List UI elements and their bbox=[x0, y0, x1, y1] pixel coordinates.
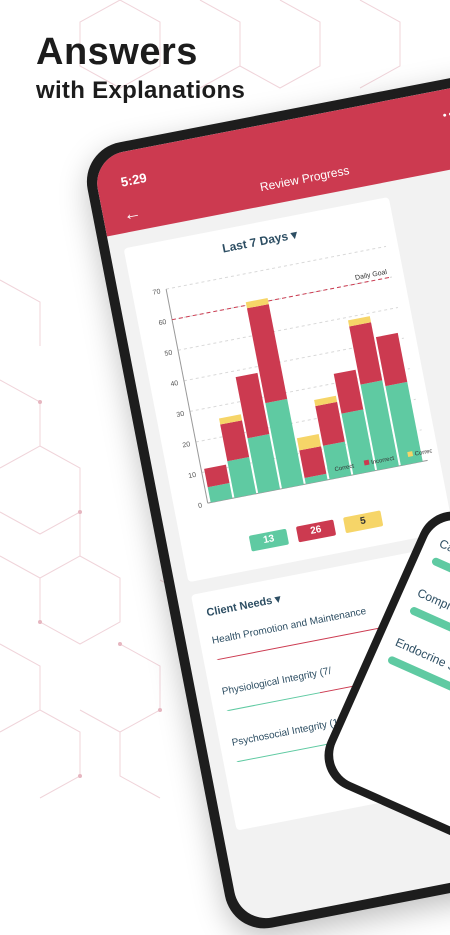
bar-segment bbox=[296, 433, 322, 451]
y-tick-label: 20 bbox=[182, 441, 191, 449]
legend-swatch bbox=[407, 451, 414, 458]
correct-ma-count: 5 bbox=[342, 510, 384, 534]
bar-segment bbox=[247, 434, 281, 494]
bar-correct bbox=[225, 692, 322, 712]
y-tick-label: 30 bbox=[176, 411, 185, 419]
bar-segment bbox=[375, 332, 408, 387]
bar-segment bbox=[360, 380, 399, 471]
correct-count: 13 bbox=[248, 528, 290, 552]
phone-frame: 5:29 ••• ◔ ← Review Progress Last 7 Days… bbox=[80, 67, 450, 935]
bar-segment bbox=[304, 473, 328, 485]
y-tick-label: 60 bbox=[158, 319, 167, 327]
y-tick-label: 10 bbox=[188, 472, 197, 480]
headline: Answers with Explanations bbox=[36, 30, 245, 106]
legend-label: Correct bbox=[334, 464, 355, 474]
wifi-battery-icon: ••• ◔ bbox=[441, 104, 450, 123]
bar-segment bbox=[341, 409, 376, 475]
legend-label: Incorrect bbox=[371, 456, 395, 466]
status-time: 5:29 bbox=[119, 169, 148, 190]
y-tick-label: 50 bbox=[164, 349, 173, 357]
y-axis bbox=[165, 289, 209, 504]
incorrect-count: 26 bbox=[295, 519, 337, 543]
bar-segment bbox=[246, 304, 288, 404]
bar-segment bbox=[385, 381, 423, 466]
bar-segment bbox=[333, 369, 364, 414]
daily-goal-line bbox=[171, 276, 393, 321]
grid-line bbox=[177, 307, 398, 351]
progress-chart: 0 10 20 30 40 50 60 70 Daily Goal Correct Incorrec… bbox=[152, 245, 440, 510]
bar-segment bbox=[349, 322, 383, 385]
y-tick-label: 0 bbox=[198, 502, 203, 510]
bar-segment bbox=[323, 441, 352, 480]
category-label[interactable]: Ca bbox=[437, 536, 450, 556]
progress-card: Last 7 Days ▾ 0 10 20 30 40 50 60 70 Daily Goal C… bbox=[123, 196, 450, 583]
bar-segment bbox=[265, 398, 304, 489]
headline-line2: with Explanations bbox=[36, 77, 246, 104]
headline-line1: Answers bbox=[36, 31, 198, 73]
client-needs-dropdown[interactable]: Client Needs ▾ bbox=[205, 593, 282, 620]
bar-segment bbox=[245, 297, 269, 309]
bar-segment bbox=[347, 316, 371, 327]
bar-segment bbox=[218, 414, 242, 425]
bar-segment bbox=[314, 395, 338, 407]
screen-title: Review Progress bbox=[258, 163, 351, 195]
daily-goal-label: Daily Goal bbox=[355, 269, 388, 282]
legend-swatch bbox=[363, 459, 370, 466]
bar-segment bbox=[207, 483, 233, 503]
bar-segment bbox=[220, 420, 250, 462]
y-tick-label: 70 bbox=[152, 288, 161, 296]
grid-line bbox=[166, 245, 387, 290]
y-tick-label: 40 bbox=[170, 380, 179, 388]
bar-segment bbox=[204, 464, 230, 488]
bar-segment bbox=[299, 446, 327, 478]
bar-segment bbox=[315, 401, 345, 446]
bar-segment bbox=[227, 456, 257, 498]
phone-screen: 5:29 ••• ◔ ← Review Progress Last 7 Days… bbox=[91, 79, 450, 924]
legend-swatch bbox=[327, 466, 334, 473]
legend-label: Correct MA bbox=[414, 446, 440, 458]
bar-segment bbox=[235, 372, 270, 439]
